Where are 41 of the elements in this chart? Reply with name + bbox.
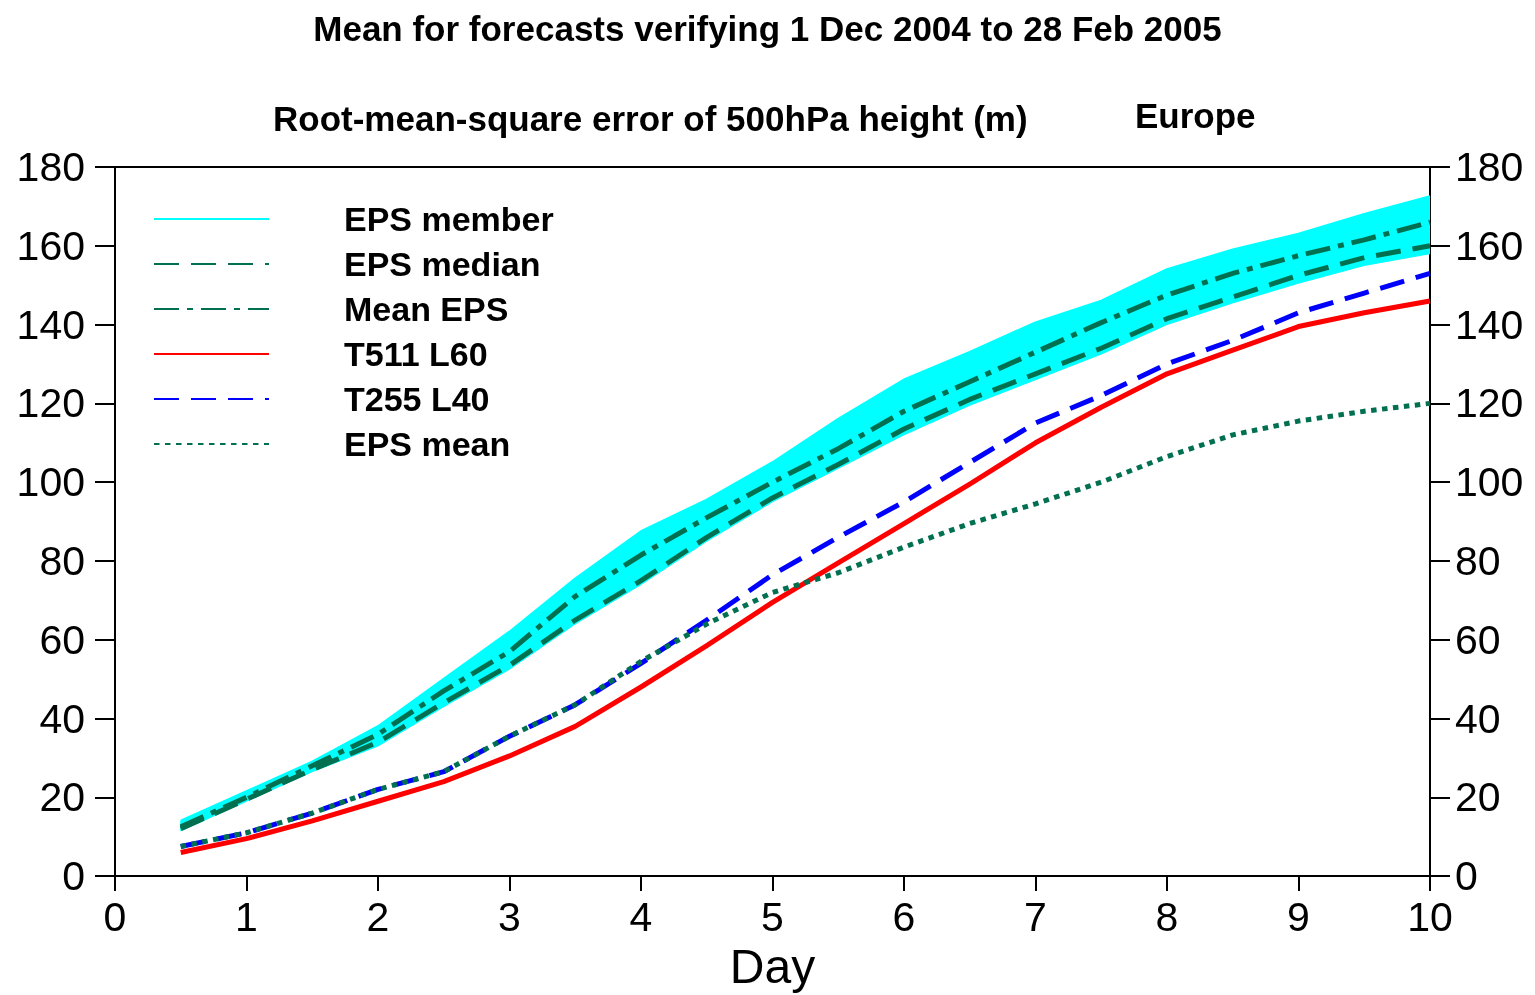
y2-tick-label: 60 <box>1455 616 1501 663</box>
y2-tick-label: 140 <box>1455 301 1524 348</box>
y2-tick-label: 160 <box>1455 222 1524 269</box>
legend-label: EPS median <box>344 245 541 283</box>
y2-tick-label: 120 <box>1455 380 1524 427</box>
y-tick-label: 100 <box>16 459 85 506</box>
y2-tick-label: 100 <box>1455 459 1524 506</box>
y-tick-label: 0 <box>62 853 85 900</box>
x-tick-label: 4 <box>629 893 653 940</box>
legend-label: T511 L60 <box>344 335 488 373</box>
y-tick-label: 80 <box>39 537 85 584</box>
text: Europe <box>1135 96 1256 135</box>
legend-label: EPS mean <box>344 425 511 463</box>
y-tick-label: 60 <box>39 616 85 663</box>
legend-label: EPS member <box>344 200 554 238</box>
chart-title: Mean for forecasts verifying 1 Dec 2004 to 28 Feb 2005 <box>313 9 1222 48</box>
x-tick-label: 3 <box>498 893 521 940</box>
x-tick-label: 7 <box>1024 893 1047 940</box>
y2-tick-label: 80 <box>1455 537 1501 584</box>
y-tick-label: 120 <box>16 380 85 427</box>
x-tick-label: 2 <box>366 893 390 940</box>
y2-tick-label: 40 <box>1455 695 1501 742</box>
x-tick-label: 6 <box>892 893 916 940</box>
x-tick-label: 5 <box>761 893 784 940</box>
y-tick-label: 140 <box>16 301 85 348</box>
x-axis-title: Day <box>729 939 816 993</box>
x-tick-label: 8 <box>1155 893 1179 940</box>
x-tick-label: 1 <box>235 893 258 940</box>
x-tick-label: 0 <box>103 893 127 940</box>
legend-label: Mean EPS <box>344 290 509 328</box>
y-tick-label: 180 <box>16 144 85 190</box>
chart-subtitle: Root-mean-square error of 500hPa height (m) <box>273 99 1028 138</box>
legend-label: T255 L40 <box>344 380 490 418</box>
y-tick-label: 20 <box>39 774 85 821</box>
x-tick-label: 10 <box>1407 893 1453 940</box>
y2-tick-label: 0 <box>1455 853 1478 900</box>
y2-tick-label: 180 <box>1455 144 1524 190</box>
y2-tick-label: 20 <box>1455 774 1501 821</box>
y-tick-label: 40 <box>39 695 85 742</box>
x-tick-label: 9 <box>1287 893 1310 940</box>
y-tick-label: 160 <box>16 222 85 269</box>
